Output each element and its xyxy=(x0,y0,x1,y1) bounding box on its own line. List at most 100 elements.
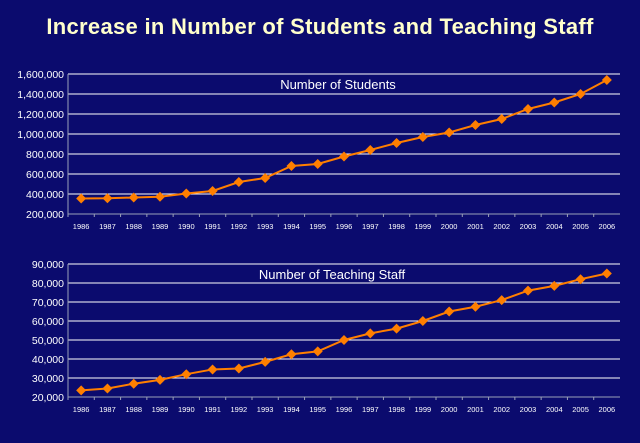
y-tick-label: 40,000 xyxy=(32,354,64,366)
y-tick-label: 600,000 xyxy=(26,169,64,181)
x-tick-label: 1993 xyxy=(257,405,274,414)
x-tick-label: 2000 xyxy=(441,222,458,231)
y-tick-label: 30,000 xyxy=(32,373,64,385)
x-tick-label: 2004 xyxy=(546,405,563,414)
data-point xyxy=(155,191,165,202)
data-point xyxy=(339,335,349,345)
data-point xyxy=(601,268,612,279)
x-tick-label: 1989 xyxy=(152,222,169,231)
data-point xyxy=(233,363,244,374)
y-tick-label: 1,200,000 xyxy=(17,109,64,121)
data-point xyxy=(444,127,455,138)
data-point xyxy=(549,97,560,108)
x-tick-label: 1999 xyxy=(415,222,432,231)
x-tick-label: 1987 xyxy=(99,405,116,414)
x-tick-label: 2001 xyxy=(467,405,484,414)
data-point xyxy=(523,285,533,296)
x-tick-label: 1990 xyxy=(178,405,195,414)
chart-title: Number of Students xyxy=(280,77,396,92)
x-tick-label: 2003 xyxy=(520,222,537,231)
x-tick-label: 1993 xyxy=(257,222,274,231)
data-point xyxy=(207,364,218,375)
x-tick-label: 1991 xyxy=(204,405,221,414)
data-point xyxy=(575,89,586,99)
data-point xyxy=(128,378,139,389)
x-tick-label: 1995 xyxy=(309,405,326,414)
data-point xyxy=(286,349,297,360)
data-point xyxy=(207,186,218,196)
data-point xyxy=(76,193,87,204)
data-point xyxy=(76,385,87,396)
y-tick-label: 20,000 xyxy=(32,392,64,404)
x-tick-label: 2003 xyxy=(520,405,537,414)
y-tick-label: 400,000 xyxy=(26,189,64,201)
x-tick-label: 2001 xyxy=(467,222,484,231)
data-point xyxy=(470,120,481,130)
x-tick-label: 2002 xyxy=(493,405,510,414)
data-point xyxy=(523,104,533,114)
x-tick-label: 1986 xyxy=(73,405,90,414)
x-tick-label: 1994 xyxy=(283,405,300,414)
data-point xyxy=(496,295,507,306)
data-point xyxy=(470,301,481,312)
data-point xyxy=(391,323,402,334)
x-tick-label: 1992 xyxy=(231,222,248,231)
x-tick-label: 1988 xyxy=(125,405,142,414)
x-tick-label: 1987 xyxy=(99,222,116,231)
y-tick-label: 60,000 xyxy=(32,316,64,328)
x-tick-label: 1998 xyxy=(388,405,405,414)
data-point xyxy=(102,383,113,394)
x-tick-label: 1997 xyxy=(362,222,379,231)
data-point xyxy=(417,316,428,326)
x-tick-label: 2006 xyxy=(599,405,616,414)
data-point xyxy=(496,114,507,124)
data-point xyxy=(391,138,402,148)
x-tick-label: 1995 xyxy=(309,222,326,231)
x-tick-label: 1999 xyxy=(415,405,432,414)
data-point xyxy=(339,151,349,162)
x-tick-label: 1990 xyxy=(178,222,195,231)
data-point xyxy=(601,75,612,85)
data-point xyxy=(575,274,586,285)
x-tick-label: 1996 xyxy=(336,222,353,231)
x-tick-label: 2004 xyxy=(546,222,563,231)
chart-title: Number of Teaching Staff xyxy=(259,267,406,282)
y-tick-label: 70,000 xyxy=(32,297,64,309)
x-tick-label: 1986 xyxy=(73,222,90,231)
data-point xyxy=(365,328,376,339)
page-title: Increase in Number of Students and Teach… xyxy=(46,14,594,39)
x-tick-label: 1997 xyxy=(362,405,379,414)
data-point xyxy=(102,193,113,204)
y-tick-label: 1,600,000 xyxy=(17,69,64,81)
data-point xyxy=(286,161,297,171)
x-tick-label: 1994 xyxy=(283,222,300,231)
series-line xyxy=(81,79,608,200)
x-tick-label: 1996 xyxy=(336,405,353,414)
x-tick-label: 1998 xyxy=(388,222,405,231)
x-tick-label: 2000 xyxy=(441,405,458,414)
chart-staff: 20,000 30,000 40,000 50,000 60,000 70,000 80,0… xyxy=(32,259,620,414)
chart-students: 200,000 400,000 600,000 800,000 1,000,000 1,2… xyxy=(17,69,620,231)
y-tick-label: 1,400,000 xyxy=(17,89,64,101)
data-point xyxy=(181,369,192,380)
x-tick-label: 2005 xyxy=(572,222,589,231)
x-tick-label: 1989 xyxy=(152,405,169,414)
x-tick-label: 1992 xyxy=(231,405,248,414)
y-tick-label: 1,000,000 xyxy=(17,129,64,141)
data-point xyxy=(365,145,376,155)
data-point xyxy=(181,188,192,199)
y-tick-label: 50,000 xyxy=(32,335,64,347)
y-tick-label: 80,000 xyxy=(32,278,64,290)
data-point xyxy=(155,374,165,385)
x-tick-label: 2002 xyxy=(493,222,510,231)
x-tick-label: 1991 xyxy=(204,222,221,231)
x-tick-label: 2005 xyxy=(572,405,589,414)
y-tick-label: 800,000 xyxy=(26,149,64,161)
data-point xyxy=(312,159,323,169)
x-tick-label: 2006 xyxy=(599,222,616,231)
y-tick-label: 200,000 xyxy=(26,209,64,221)
data-point xyxy=(444,306,455,317)
data-point xyxy=(260,356,271,367)
